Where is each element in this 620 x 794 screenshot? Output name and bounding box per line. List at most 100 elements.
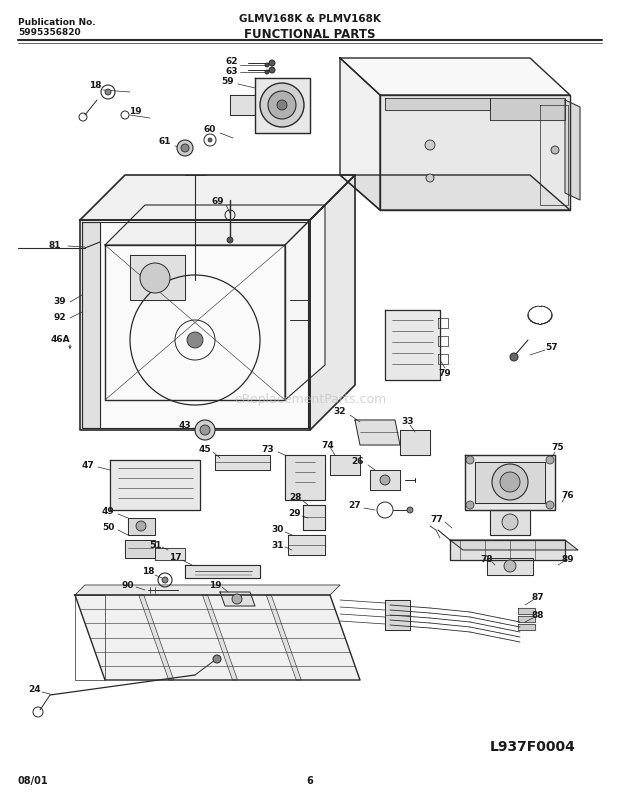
Circle shape bbox=[546, 456, 554, 464]
Polygon shape bbox=[303, 505, 325, 530]
Polygon shape bbox=[230, 95, 255, 115]
Text: 32: 32 bbox=[334, 407, 346, 417]
Circle shape bbox=[268, 91, 296, 119]
Text: 69: 69 bbox=[211, 198, 224, 206]
Circle shape bbox=[200, 425, 210, 435]
Text: 08/01: 08/01 bbox=[18, 776, 48, 786]
Text: 60: 60 bbox=[204, 125, 216, 134]
Text: FUNCTIONAL PARTS: FUNCTIONAL PARTS bbox=[244, 28, 376, 41]
Polygon shape bbox=[340, 58, 380, 210]
Polygon shape bbox=[110, 460, 200, 510]
Polygon shape bbox=[266, 595, 301, 680]
Polygon shape bbox=[565, 100, 580, 200]
Text: 19: 19 bbox=[129, 107, 141, 117]
Polygon shape bbox=[75, 585, 340, 595]
Text: 73: 73 bbox=[262, 445, 274, 454]
Circle shape bbox=[466, 456, 474, 464]
Text: 39: 39 bbox=[54, 298, 66, 306]
Circle shape bbox=[269, 60, 275, 66]
Circle shape bbox=[265, 70, 269, 74]
Circle shape bbox=[195, 420, 215, 440]
Circle shape bbox=[466, 501, 474, 509]
Text: 59: 59 bbox=[222, 78, 234, 87]
Text: 18: 18 bbox=[89, 82, 101, 91]
Text: 90: 90 bbox=[122, 580, 135, 589]
Polygon shape bbox=[475, 462, 545, 503]
Polygon shape bbox=[105, 205, 325, 245]
Text: 31: 31 bbox=[272, 541, 284, 549]
Polygon shape bbox=[310, 175, 355, 430]
Text: 61: 61 bbox=[159, 137, 171, 147]
Circle shape bbox=[187, 332, 203, 348]
Polygon shape bbox=[185, 565, 260, 578]
Circle shape bbox=[425, 140, 435, 150]
Text: 18: 18 bbox=[142, 568, 154, 576]
Text: 24: 24 bbox=[29, 685, 42, 695]
Circle shape bbox=[177, 140, 193, 156]
Text: GLMV168K & PLMV168K: GLMV168K & PLMV168K bbox=[239, 14, 381, 24]
Circle shape bbox=[492, 464, 528, 500]
Text: 30: 30 bbox=[272, 526, 284, 534]
Circle shape bbox=[504, 560, 516, 572]
Text: 87: 87 bbox=[532, 593, 544, 603]
Polygon shape bbox=[487, 558, 533, 575]
Circle shape bbox=[213, 655, 221, 663]
Text: 75: 75 bbox=[552, 444, 564, 453]
Circle shape bbox=[136, 521, 146, 531]
Text: 63: 63 bbox=[226, 67, 238, 75]
Circle shape bbox=[265, 63, 269, 67]
Text: 29: 29 bbox=[289, 510, 301, 518]
Polygon shape bbox=[400, 430, 430, 455]
Circle shape bbox=[502, 514, 518, 530]
Text: 62: 62 bbox=[226, 57, 238, 67]
Polygon shape bbox=[75, 595, 360, 680]
Polygon shape bbox=[518, 608, 535, 614]
Polygon shape bbox=[355, 420, 400, 445]
Text: 47: 47 bbox=[82, 461, 94, 469]
Text: eReplacementParts.com: eReplacementParts.com bbox=[234, 394, 386, 407]
Polygon shape bbox=[490, 98, 565, 120]
Text: 81: 81 bbox=[49, 241, 61, 249]
Polygon shape bbox=[82, 222, 100, 428]
Circle shape bbox=[140, 263, 170, 293]
Text: 74: 74 bbox=[322, 441, 334, 449]
Polygon shape bbox=[490, 510, 530, 535]
Circle shape bbox=[500, 472, 520, 492]
Circle shape bbox=[277, 100, 287, 110]
Polygon shape bbox=[385, 98, 490, 110]
Text: 17: 17 bbox=[169, 553, 181, 562]
Text: 45: 45 bbox=[198, 445, 211, 454]
Text: 33: 33 bbox=[402, 418, 414, 426]
Polygon shape bbox=[125, 540, 155, 558]
Circle shape bbox=[407, 507, 413, 513]
Polygon shape bbox=[80, 220, 310, 430]
Text: 77: 77 bbox=[431, 515, 443, 525]
Polygon shape bbox=[385, 310, 440, 380]
Circle shape bbox=[208, 138, 212, 142]
Text: L937F0004: L937F0004 bbox=[490, 740, 576, 754]
Text: 27: 27 bbox=[348, 500, 361, 510]
Polygon shape bbox=[380, 95, 570, 210]
Text: 88: 88 bbox=[532, 611, 544, 619]
Text: 19: 19 bbox=[209, 580, 221, 589]
Text: 5995356820: 5995356820 bbox=[18, 28, 81, 37]
Polygon shape bbox=[518, 624, 535, 630]
Circle shape bbox=[546, 501, 554, 509]
Polygon shape bbox=[80, 175, 355, 220]
Text: 76: 76 bbox=[562, 491, 574, 499]
Polygon shape bbox=[139, 595, 174, 680]
Polygon shape bbox=[370, 470, 400, 490]
Polygon shape bbox=[450, 540, 578, 550]
Circle shape bbox=[426, 174, 434, 182]
Text: 89: 89 bbox=[562, 556, 574, 565]
Text: 79: 79 bbox=[438, 368, 451, 377]
Polygon shape bbox=[340, 58, 570, 95]
Text: 6: 6 bbox=[307, 776, 313, 786]
Polygon shape bbox=[285, 205, 325, 400]
Polygon shape bbox=[220, 592, 255, 606]
Text: 43: 43 bbox=[179, 421, 192, 430]
Polygon shape bbox=[385, 600, 410, 630]
Polygon shape bbox=[465, 455, 555, 510]
Text: 46A: 46A bbox=[50, 336, 70, 345]
Text: 28: 28 bbox=[289, 494, 301, 503]
